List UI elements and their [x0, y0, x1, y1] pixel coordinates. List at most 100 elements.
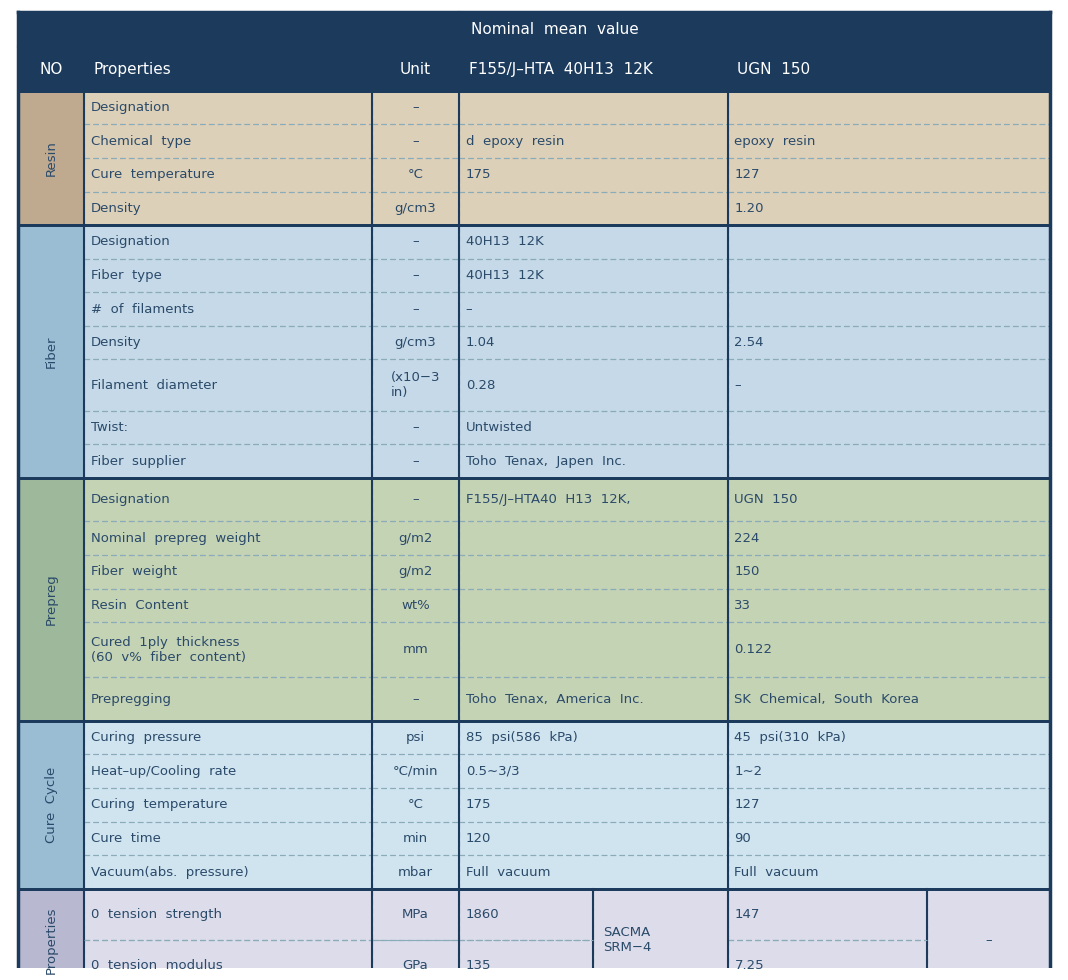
Text: epoxy  resin: epoxy resin: [735, 134, 816, 148]
Text: 0.5∼3/3: 0.5∼3/3: [466, 764, 519, 778]
Text: –: –: [412, 270, 419, 282]
Bar: [459, 225, 727, 259]
Text: mbar: mbar: [398, 865, 433, 878]
Bar: [372, 478, 459, 521]
Bar: [372, 677, 459, 721]
Bar: [459, 940, 593, 980]
Bar: [727, 411, 1050, 444]
Bar: [372, 721, 459, 755]
Text: °C/min: °C/min: [393, 764, 438, 778]
Bar: [459, 755, 727, 788]
Text: Filament  diameter: Filament diameter: [91, 378, 217, 392]
Text: –: –: [412, 421, 419, 434]
Text: 7.25: 7.25: [735, 959, 764, 972]
Bar: [83, 555, 372, 589]
Text: (x10−3
in): (x10−3 in): [391, 371, 440, 399]
Text: 127: 127: [735, 799, 760, 811]
Bar: [372, 622, 459, 677]
Bar: [727, 521, 1050, 555]
Text: Density: Density: [91, 202, 141, 215]
Bar: [727, 191, 1050, 225]
Text: #  of  filaments: # of filaments: [91, 303, 193, 316]
Text: GPa: GPa: [403, 959, 428, 972]
Bar: [372, 940, 459, 980]
Bar: [83, 124, 372, 158]
Bar: [372, 755, 459, 788]
Bar: [83, 589, 372, 622]
Bar: [372, 91, 459, 124]
Text: 1∼2: 1∼2: [735, 764, 763, 778]
Text: SK  Chemical,  South  Korea: SK Chemical, South Korea: [735, 693, 920, 706]
Bar: [18, 889, 83, 980]
Bar: [459, 589, 727, 622]
Bar: [83, 940, 372, 980]
Bar: [459, 677, 727, 721]
Text: 147: 147: [735, 908, 759, 921]
Text: Fiber  weight: Fiber weight: [91, 565, 176, 578]
Text: UGN  150: UGN 150: [737, 62, 811, 76]
Bar: [459, 555, 727, 589]
Bar: [727, 821, 1050, 856]
Bar: [18, 721, 83, 889]
Text: 135: 135: [466, 959, 491, 972]
Text: 224: 224: [735, 532, 759, 545]
Bar: [18, 91, 83, 225]
Text: °C: °C: [408, 799, 423, 811]
Bar: [372, 411, 459, 444]
Bar: [459, 91, 727, 124]
Text: Density: Density: [91, 336, 141, 349]
Bar: [727, 788, 1050, 821]
Bar: [727, 677, 1050, 721]
Text: 0.28: 0.28: [466, 378, 496, 392]
Text: 40H13  12K: 40H13 12K: [466, 235, 544, 249]
Bar: [18, 12, 459, 47]
Text: Resin: Resin: [45, 140, 58, 176]
Text: Cure  temperature: Cure temperature: [91, 169, 215, 181]
Bar: [83, 292, 372, 326]
Bar: [727, 622, 1050, 677]
Bar: [727, 292, 1050, 326]
Bar: [83, 889, 372, 940]
Text: g/cm3: g/cm3: [394, 336, 437, 349]
Bar: [83, 821, 372, 856]
Bar: [727, 91, 1050, 124]
Bar: [459, 360, 727, 411]
Text: Nominal  prepreg  weight: Nominal prepreg weight: [91, 532, 261, 545]
Text: Toho  Tenax,  America  Inc.: Toho Tenax, America Inc.: [466, 693, 644, 706]
Text: Prepreg: Prepreg: [45, 573, 58, 625]
Bar: [727, 940, 927, 980]
Bar: [372, 788, 459, 821]
Bar: [459, 622, 727, 677]
Bar: [459, 411, 727, 444]
Bar: [727, 856, 1050, 889]
Text: °C: °C: [408, 169, 423, 181]
Bar: [727, 360, 1050, 411]
Bar: [727, 225, 1050, 259]
Bar: [83, 225, 372, 259]
Text: psi: psi: [406, 731, 425, 744]
Bar: [459, 124, 727, 158]
Bar: [83, 326, 372, 360]
Bar: [83, 191, 372, 225]
Bar: [727, 478, 1050, 521]
Bar: [459, 788, 727, 821]
Text: Toho  Tenax,  Japen  Inc.: Toho Tenax, Japen Inc.: [466, 455, 626, 467]
Text: Designation: Designation: [91, 235, 170, 249]
Bar: [83, 444, 372, 478]
Bar: [727, 755, 1050, 788]
Bar: [83, 677, 372, 721]
Text: 2.54: 2.54: [735, 336, 764, 349]
Bar: [83, 788, 372, 821]
Text: –: –: [412, 693, 419, 706]
Bar: [727, 326, 1050, 360]
Bar: [727, 158, 1050, 191]
Bar: [18, 225, 83, 478]
Text: 45  psi(310  kPa): 45 psi(310 kPa): [735, 731, 846, 744]
Text: wt%: wt%: [402, 599, 429, 612]
Text: MPa: MPa: [402, 908, 429, 921]
Bar: [372, 360, 459, 411]
Text: Twist:: Twist:: [91, 421, 127, 434]
Text: 0  tension  strength: 0 tension strength: [91, 908, 221, 921]
Text: g/cm3: g/cm3: [394, 202, 437, 215]
Text: –: –: [412, 455, 419, 467]
